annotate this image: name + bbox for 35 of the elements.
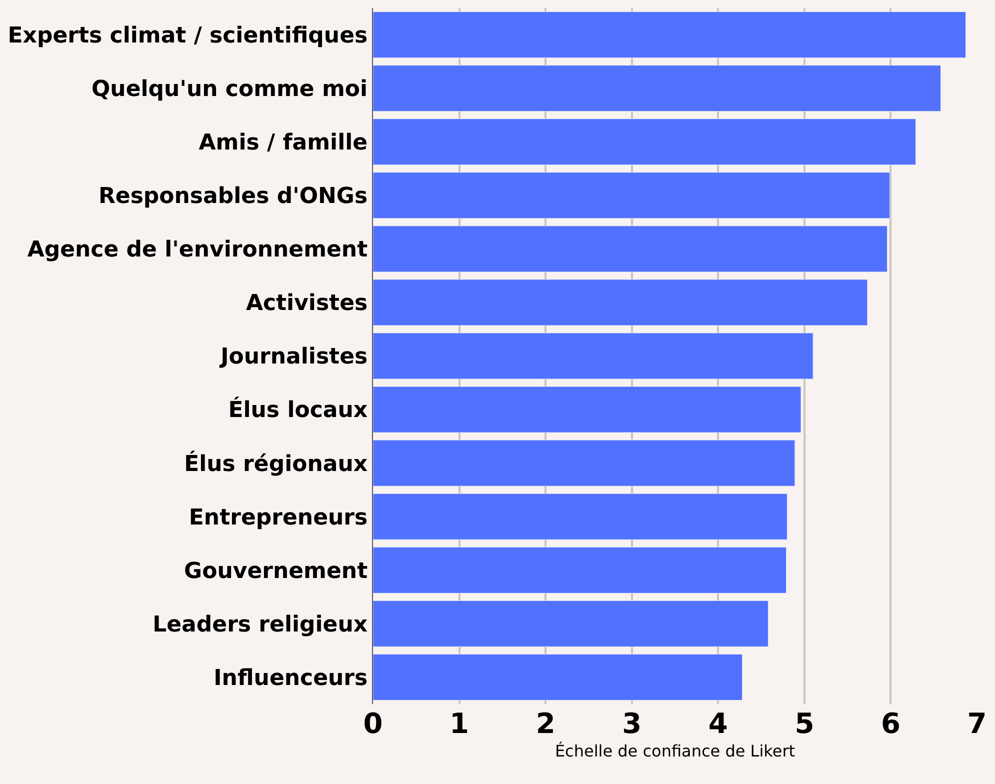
y-tick-label: Agence de l'environnement: [27, 238, 368, 263]
bar: [373, 600, 768, 647]
x-tick-label: 4: [708, 707, 728, 740]
y-tick-label: Élus régionaux: [184, 450, 368, 477]
y-tick-label: Influenceurs: [214, 666, 368, 691]
bar: [373, 493, 788, 540]
x-tick-label: 6: [880, 707, 900, 740]
bar: [373, 65, 942, 112]
y-tick-label: Amis / famille: [198, 130, 368, 156]
x-tick-label: 2: [536, 707, 556, 740]
y-tick-label: Entrepreneurs: [188, 505, 368, 530]
bar: [373, 172, 890, 219]
y-tick-label: Activistes: [246, 291, 368, 316]
x-tick-label: 3: [622, 707, 642, 740]
bar: [373, 654, 743, 700]
y-tick-label: Gouvernement: [184, 558, 368, 584]
bar: [373, 546, 787, 594]
bar: [373, 440, 796, 486]
x-axis-title: Échelle de confiance de Likert: [554, 742, 796, 761]
x-tick-label: 7: [967, 707, 987, 740]
y-tick-label: Journalistes: [218, 344, 368, 370]
bar: [373, 279, 868, 326]
bar: [373, 332, 814, 380]
bar: [373, 118, 916, 166]
bar: [373, 386, 802, 433]
y-tick-label: Responsables d'ONGs: [98, 184, 368, 210]
x-tick-label: 1: [450, 707, 470, 740]
y-tick-label: Quelqu'un comme moi: [91, 77, 368, 102]
bar: [373, 226, 888, 272]
x-tick-label: 0: [363, 707, 383, 740]
x-tick-label: 5: [794, 707, 814, 740]
bar: [373, 12, 966, 58]
y-tick-label: Élus locaux: [228, 396, 368, 424]
y-tick-label: Leaders religieux: [152, 612, 368, 638]
y-tick-label: Experts climat / scientifiques: [8, 23, 368, 48]
